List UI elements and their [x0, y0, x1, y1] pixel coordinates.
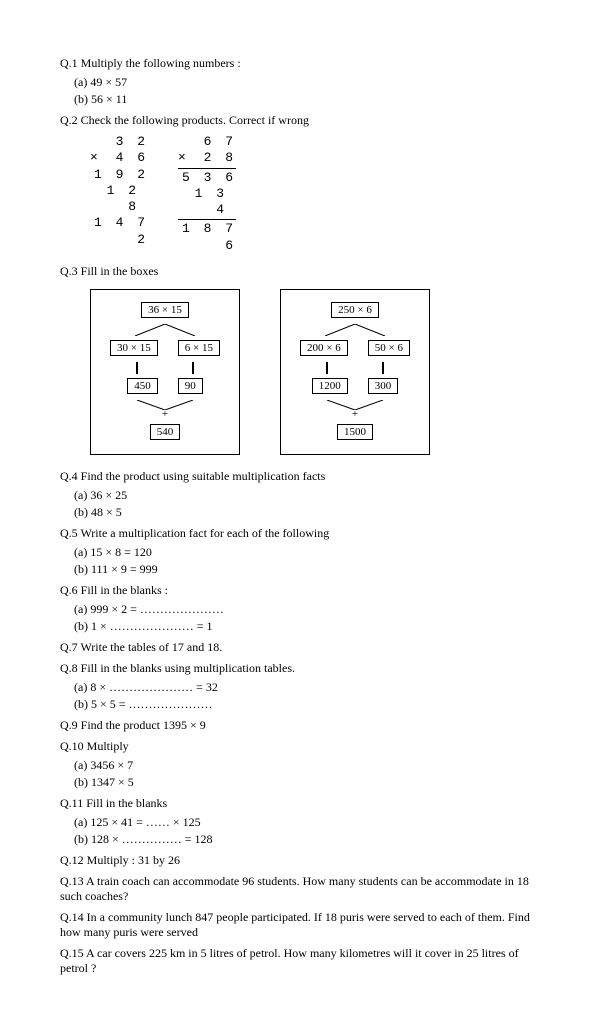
q13-heading: Q.13 A train coach can accommodate 96 st…	[60, 874, 535, 904]
q3-flow-pair: 36 × 15 30 × 15 6 × 15 450 90 +	[90, 289, 535, 455]
q1-b: (b) 56 × 11	[74, 92, 535, 107]
q6-a: (a) 999 × 2 = …………………	[74, 602, 535, 617]
q8-heading: Q.8 Fill in the blanks using multiplicat…	[60, 661, 535, 676]
q11-a: (a) 125 × 41 = …… × 125	[74, 815, 535, 830]
join-arrow-icon	[115, 400, 215, 410]
q2-right-mult: 6 7 × 2 8 5 3 6 1 3 4 1 8 7 6	[178, 134, 236, 254]
q10-b: (b) 1347 × 5	[74, 775, 535, 790]
q3-left-sum: 540	[150, 424, 181, 440]
multiply-icon: ×	[178, 150, 190, 166]
q2-left-r2: 4 6	[102, 150, 148, 166]
q9-heading: Q.9 Find the product 1395 × 9	[60, 718, 535, 733]
down-arrows-icon	[305, 362, 405, 372]
q2-heading: Q.2 Check the following products. Correc…	[60, 113, 535, 128]
multiply-icon: ×	[90, 150, 102, 166]
q3-right-sum: 1500	[337, 424, 373, 440]
rule-line	[178, 168, 236, 169]
q11-b: (b) 128 × …………… = 128	[74, 832, 535, 847]
q3-right-l: 200 × 6	[300, 340, 348, 356]
q3-heading: Q.3 Fill in the boxes	[60, 264, 535, 279]
down-arrows-icon	[115, 362, 215, 372]
q2-left-p1: 1 9 2	[90, 167, 148, 183]
q3-right-lv: 1200	[312, 378, 348, 394]
q5-heading: Q.5 Write a multiplication fact for each…	[60, 526, 535, 541]
q4-a: (a) 36 × 25	[74, 488, 535, 503]
q8-b: (b) 5 × 5 = …………………	[74, 697, 535, 712]
q10-heading: Q.10 Multiply	[60, 739, 535, 754]
q7-heading: Q.7 Write the tables of 17 and 18.	[60, 640, 535, 655]
rule-line	[178, 219, 236, 220]
q2-right-r1: 6 7	[178, 134, 236, 150]
q3-left-flow: 36 × 15 30 × 15 6 × 15 450 90 +	[90, 289, 240, 455]
q6-b: (b) 1 × ………………… = 1	[74, 619, 535, 634]
q3-right-flow: 250 × 6 200 × 6 50 × 6 1200 300 +	[280, 289, 430, 455]
q3-right-rv: 300	[368, 378, 399, 394]
q3-left-l: 30 × 15	[110, 340, 158, 356]
q11-heading: Q.11 Fill in the blanks	[60, 796, 535, 811]
q2-right-r2: 2 8	[190, 150, 236, 166]
q5-a: (a) 15 × 8 = 120	[74, 545, 535, 560]
split-arrow-icon	[115, 324, 215, 334]
q3-right-top: 250 × 6	[331, 302, 379, 318]
q3-right-r: 50 × 6	[368, 340, 410, 356]
q1-heading: Q.1 Multiply the following numbers :	[60, 56, 535, 71]
q2-left-r1: 3 2	[90, 134, 148, 150]
q10-a: (a) 3456 × 7	[74, 758, 535, 773]
q8-a: (a) 8 × ………………… = 32	[74, 680, 535, 695]
worksheet-page: Q.1 Multiply the following numbers : (a)…	[0, 0, 595, 1030]
q2-left-sum: 1 4 7 2	[90, 215, 148, 248]
q2-right-sum: 1 8 7 6	[178, 221, 236, 254]
q4-b: (b) 48 × 5	[74, 505, 535, 520]
join-arrow-icon	[305, 400, 405, 410]
split-arrow-icon	[305, 324, 405, 334]
q5-b: (b) 111 × 9 = 999	[74, 562, 535, 577]
q2-multiplication-pair: 3 2 × 4 6 1 9 2 1 2 8 1 4 7 2 6 7 × 2 8 …	[90, 134, 535, 254]
q2-left-p2: 1 2 8	[90, 183, 148, 216]
q2-left-mult: 3 2 × 4 6 1 9 2 1 2 8 1 4 7 2	[90, 134, 148, 254]
q1-a: (a) 49 × 57	[74, 75, 535, 90]
q6-heading: Q.6 Fill in the blanks :	[60, 583, 535, 598]
q3-left-rv: 90	[178, 378, 203, 394]
q3-left-r: 6 × 15	[178, 340, 220, 356]
q4-heading: Q.4 Find the product using suitable mult…	[60, 469, 535, 484]
q15-heading: Q.15 A car covers 225 km in 5 litres of …	[60, 946, 535, 976]
q3-left-top: 36 × 15	[141, 302, 189, 318]
q2-right-p1: 5 3 6	[178, 170, 236, 186]
q14-heading: Q.14 In a community lunch 847 people par…	[60, 910, 535, 940]
q12-heading: Q.12 Multiply : 31 by 26	[60, 853, 535, 868]
q3-left-lv: 450	[127, 378, 158, 394]
q2-right-p2: 1 3 4	[178, 186, 236, 219]
